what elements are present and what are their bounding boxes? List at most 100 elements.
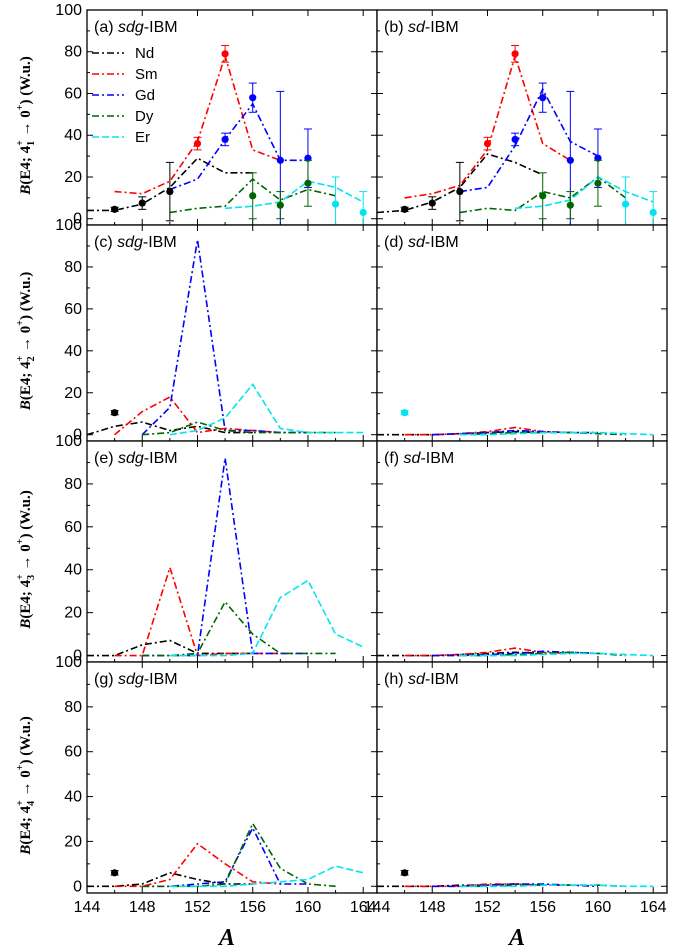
x-axis-label: A: [217, 925, 235, 949]
series-line-nd: [87, 421, 253, 436]
data-point-nd: [111, 869, 119, 877]
data-point-nd: [111, 409, 119, 417]
data-point-er: [331, 200, 340, 208]
series-line-nd: [377, 153, 544, 214]
y-tick-label: 100: [55, 654, 82, 671]
data-point-dy: [539, 192, 547, 200]
data-point-sm: [221, 50, 229, 58]
data-point-gd: [539, 94, 547, 102]
panel-frame: [376, 440, 668, 663]
x-axis-label: A: [507, 925, 525, 949]
data-point-gd: [221, 135, 229, 144]
x-tick-label: 164: [350, 899, 377, 916]
panel-frame: [376, 224, 668, 442]
panel-e: 0 20 40 60 80 100 (e) sdg-IBM: [55, 433, 378, 665]
panel-frame: [86, 224, 378, 442]
y-tick-label: 100: [55, 217, 82, 234]
panel-b: (b) sd-IBM: [376, 9, 668, 226]
x-tick-label: 148: [129, 899, 156, 916]
data-point-gd: [511, 135, 519, 144]
y-tick-label: 100: [55, 2, 82, 19]
y-axis-label: B(E4; 42+ → 0+) (W.u.): [15, 272, 37, 411]
y-tick-label: 80: [64, 259, 82, 276]
series-line-er: [169, 865, 364, 888]
data-point-er: [649, 208, 657, 217]
panel-a: 0 20 40 60 80 100 (a) sdg-IBM Nd Sm Gd Dy Er: [55, 2, 378, 228]
panel-data: [377, 44, 658, 225]
panel-data: [377, 869, 654, 888]
x-tick-label: 160: [585, 899, 612, 916]
y-tick-label: 20: [64, 169, 82, 186]
series-line-gd: [142, 826, 308, 888]
data-point-sm: [193, 139, 202, 148]
panel-label: (d) sd-IBM: [384, 234, 459, 251]
panel-data: [87, 44, 368, 225]
legend-label-dy: Dy: [135, 108, 154, 125]
legend-label-sm: Sm: [135, 66, 158, 83]
legend: Nd Sm Gd Dy Er: [92, 45, 158, 146]
panel-label: (e) sdg-IBM: [94, 450, 178, 467]
panel-data: [377, 647, 654, 657]
series-line-nd: [377, 651, 543, 657]
y-axis-label: B(E4; 44+ → 0+) (W.u.): [15, 716, 37, 855]
panel-frame: [86, 440, 378, 663]
panel-c: 0 20 40 60 80 100 (c) sdg-IBM: [55, 217, 378, 444]
y-tick-label: 60: [64, 744, 82, 761]
panel-frame: [376, 9, 668, 226]
series-line-er: [169, 383, 364, 436]
data-point-sm: [483, 139, 492, 148]
data-point-gd: [276, 156, 284, 164]
y-tick-label: 60: [64, 301, 82, 318]
y-tick-label: 0: [73, 427, 82, 444]
x-tick-label: 152: [474, 899, 501, 916]
y-tick-label: 40: [64, 343, 82, 360]
series-line-dy: [459, 884, 626, 888]
y-tick-label: 40: [64, 789, 82, 806]
x-tick-label: 164: [640, 899, 667, 916]
x-tick-label: 148: [419, 899, 446, 916]
data-point-er: [621, 200, 630, 208]
y-tick-label: 20: [64, 833, 82, 850]
data-point-nd: [111, 205, 119, 213]
data-point-dy: [594, 179, 602, 187]
series-line-gd: [459, 87, 599, 193]
data-point-nd: [401, 205, 409, 213]
series-line-er: [169, 579, 364, 657]
series-line-dy: [459, 431, 626, 436]
panel-label: (f) sd-IBM: [384, 450, 454, 467]
data-point-dy: [304, 179, 312, 187]
y-tick-label: 20: [64, 605, 82, 622]
panel-data: [87, 458, 364, 657]
legend-label-gd: Gd: [135, 87, 155, 104]
data-point-dy: [566, 201, 574, 209]
y-tick-label: 60: [64, 85, 82, 102]
y-tick-label: 100: [55, 433, 82, 450]
panel-data: [87, 821, 364, 888]
y-tick-label: 0: [73, 211, 82, 228]
panel-data: [377, 409, 654, 436]
panel-data: [87, 239, 364, 436]
panel-g: 0 20 40 60 80 100 (g) sdg-IBM: [55, 654, 378, 895]
panel-f: (f) sd-IBM: [376, 440, 668, 663]
panel-label: (g) sdg-IBM: [94, 671, 178, 688]
series-line-er: [459, 884, 654, 888]
panel-frame: [86, 9, 378, 226]
y-tick-label: 80: [64, 44, 82, 61]
series-line-er: [225, 180, 364, 210]
ylabels-layer: B(E4; 41+ → 0+) (W.u.) B(E4; 42+ → 0+) (W…: [15, 56, 37, 855]
y-tick-label: 60: [64, 519, 82, 536]
legend-label-nd: Nd: [135, 45, 154, 62]
x-tick-label: 160: [295, 899, 322, 916]
y-tick-label: 40: [64, 127, 82, 144]
data-point-nd: [456, 188, 464, 196]
y-tick-label: 0: [73, 878, 82, 895]
series-line-sm: [114, 395, 281, 436]
y-tick-label: 0: [73, 648, 82, 665]
series-line-gd: [169, 102, 308, 191]
panel-label: (h) sd-IBM: [384, 671, 459, 688]
x-tick-label: 152: [184, 899, 211, 916]
series-line-nd: [87, 639, 253, 657]
x-tick-label: 144: [364, 899, 391, 916]
series-line-sm: [114, 842, 281, 888]
